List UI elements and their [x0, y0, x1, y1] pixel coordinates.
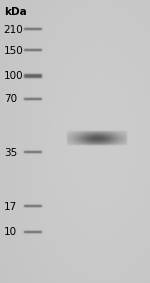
- Text: 210: 210: [4, 25, 24, 35]
- Text: 10: 10: [4, 227, 17, 237]
- Text: 35: 35: [4, 148, 17, 158]
- Text: 150: 150: [4, 46, 24, 56]
- Text: 70: 70: [4, 94, 17, 104]
- Text: 100: 100: [4, 71, 23, 82]
- Text: 17: 17: [4, 201, 17, 212]
- Text: kDa: kDa: [4, 7, 27, 17]
